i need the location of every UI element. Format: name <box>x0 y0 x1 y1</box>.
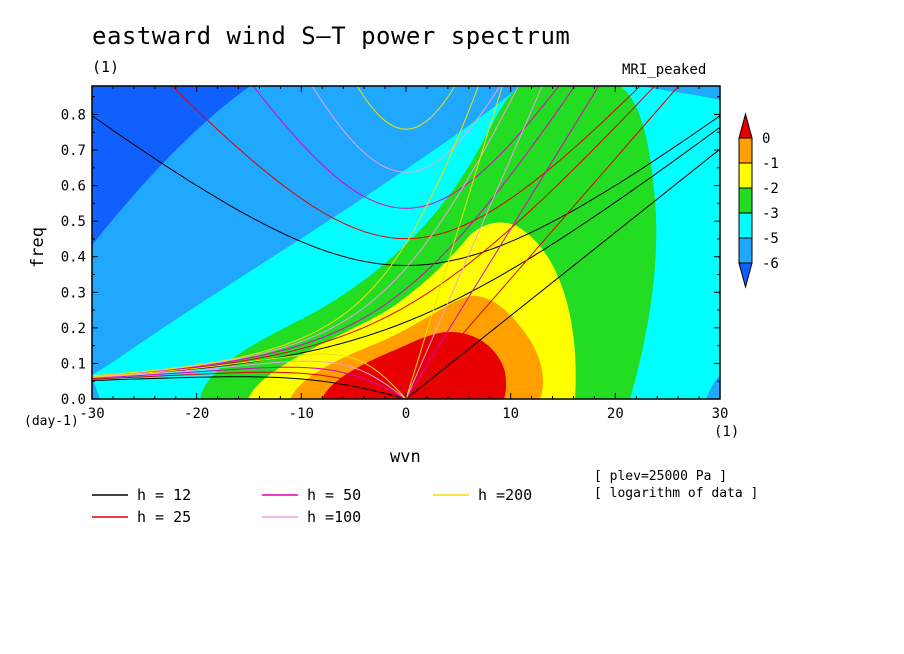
mrg-curve <box>92 86 656 378</box>
y-tick-label: 0.7 <box>61 143 86 159</box>
colorbar-label: -5 <box>762 231 779 247</box>
x-tick-label: 20 <box>607 406 624 422</box>
inertia-gravity-curve <box>92 115 720 267</box>
x-tick-label: -20 <box>184 406 209 422</box>
colorbar-label: 0 <box>762 131 770 147</box>
y-tick-label: 0.3 <box>61 285 86 301</box>
x-tick-label: -30 <box>79 406 104 422</box>
axes: -30 -20 -10 0 10 20 30 0.0 0.1 0.2 0.3 0.4 0.5 0.6 0.7… <box>61 86 729 422</box>
mrg-curve <box>92 126 720 378</box>
mrg-curve <box>92 86 519 377</box>
legend-label: h = 12 <box>137 486 191 504</box>
rossby-curve <box>92 360 407 399</box>
kelvin-curve <box>405 86 543 399</box>
y-tick-label: 0.5 <box>61 214 86 230</box>
legend: h = 12 h = 25 h = 50 h =100 h =200 <box>92 486 532 526</box>
y-tick-label: 0.8 <box>61 107 86 123</box>
colorbar-label: -6 <box>762 256 779 272</box>
x-unit-left: (day-1) <box>24 414 79 429</box>
y-tick-label: 0.6 <box>61 179 86 195</box>
x-tick-label: 10 <box>502 406 519 422</box>
y-tick-label: 0.0 <box>61 392 86 408</box>
x-axis-label: wvn <box>390 447 421 467</box>
model-label: MRI_peaked <box>622 62 707 78</box>
inertia-gravity-curve <box>171 86 641 240</box>
inertia-gravity-curve <box>252 86 560 209</box>
x-unit-right: (1) <box>714 424 740 440</box>
colorbar-box <box>738 212 753 239</box>
dispersion-curves <box>92 86 720 399</box>
x-tick-label: -10 <box>289 406 314 422</box>
x-tick-label: 30 <box>712 406 729 422</box>
legend-label: h = 50 <box>307 486 361 504</box>
mrg-curve <box>92 86 480 377</box>
rossby-curve <box>92 366 407 399</box>
units-label: (1) <box>92 58 120 76</box>
colorbar-label: -3 <box>762 206 779 222</box>
rossby-curve <box>92 353 407 399</box>
colorbar: 0 -1 -2 -3 -5 -6 <box>738 112 779 289</box>
y-tick-label: 0.2 <box>61 321 86 337</box>
rossby-curve <box>92 371 407 399</box>
y-tick-label: 0.4 <box>61 250 86 266</box>
legend-label: h = 25 <box>137 508 191 526</box>
colorbar-bottom-arrow <box>738 262 753 289</box>
mrg-curve <box>92 86 576 377</box>
inertia-gravity-curve <box>356 86 456 130</box>
rossby-curve <box>92 376 407 399</box>
kelvin-curve <box>405 86 680 399</box>
colorbar-box <box>738 237 753 264</box>
note-log: [ logarithm of data ] <box>594 486 759 501</box>
colorbar-label: -2 <box>762 181 779 197</box>
kelvin-curve <box>405 86 503 399</box>
chart-title: eastward wind S–T power spectrum <box>92 22 571 50</box>
kelvin-curve <box>405 86 600 399</box>
legend-label: h =100 <box>307 508 361 526</box>
kelvin-curve <box>405 148 720 399</box>
colorbar-box <box>738 137 753 164</box>
note-plev: [ plev=25000 Pa ] <box>594 469 728 484</box>
inertia-gravity-curve <box>311 86 501 173</box>
x-tick-label: 0 <box>402 406 410 422</box>
y-tick-label: 0.1 <box>61 356 86 372</box>
legend-label: h =200 <box>478 486 532 504</box>
colorbar-box <box>738 162 753 189</box>
colorbar-label: -1 <box>762 156 779 172</box>
colorbar-box <box>738 187 753 214</box>
colorbar-top-arrow <box>738 112 753 139</box>
